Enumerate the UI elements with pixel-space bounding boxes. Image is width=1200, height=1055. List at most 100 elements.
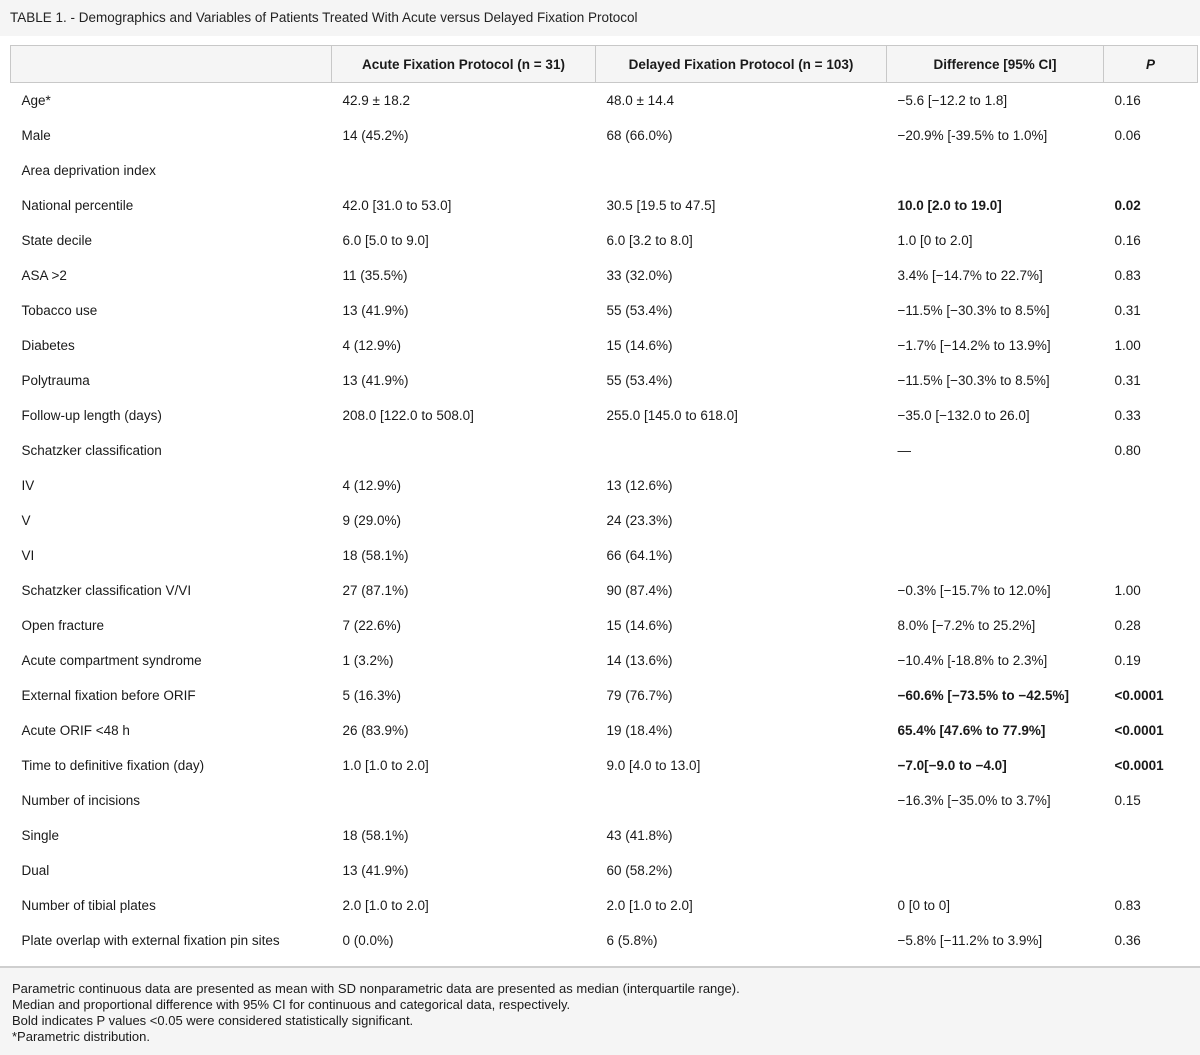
- table-row: Open fracture 7 (22.6%) 15 (14.6%) 8.0% [−7…: [11, 608, 1198, 643]
- cell-acute: 1.0 [1.0 to 2.0]: [342, 758, 429, 773]
- cell-delayed: 30.5 [19.5 to 47.5]: [606, 198, 716, 213]
- header-p-value: P: [1103, 45, 1198, 83]
- cell-p-value: [1104, 853, 1198, 888]
- cell-acute: 0 (0.0%): [342, 933, 394, 948]
- cell-p-value: 0.16: [1114, 93, 1141, 108]
- cell-difference: −10.4% [-18.8% to 2.3%]: [897, 653, 1048, 668]
- cell-delayed: 79 (76.7%): [606, 688, 673, 703]
- cell-p-value: 0.36: [1114, 933, 1141, 948]
- cell-delayed: 60 (58.2%): [606, 863, 673, 878]
- cell-p-value: 0.83: [1114, 268, 1141, 283]
- cell-difference: 3.4% [−14.7% to 22.7%]: [897, 268, 1043, 283]
- cell-delayed: 43 (41.8%): [606, 828, 673, 843]
- table-container: Acute Fixation Protocol (n = 31) Delayed…: [10, 45, 1198, 958]
- cell-variable: Diabetes: [21, 338, 75, 353]
- cell-p-value: [1104, 538, 1198, 573]
- cell-variable: Schatzker classification: [21, 443, 162, 458]
- header-variable: [10, 45, 332, 83]
- cell-p-value: 0.33: [1114, 408, 1141, 423]
- cell-p-value: 0.80: [1114, 443, 1141, 458]
- cell-difference: −11.5% [−30.3% to 8.5%]: [897, 373, 1050, 388]
- cell-difference: 1.0 [0 to 2.0]: [897, 233, 973, 248]
- cell-difference: −0.3% [−15.7% to 12.0%]: [897, 583, 1051, 598]
- header-difference: Difference [95% CI]: [886, 45, 1104, 83]
- table-row: State decile 6.0 [5.0 to 9.0] 6.0 [3.2 to …: [11, 223, 1198, 258]
- cell-acute: 42.0 [31.0 to 53.0]: [342, 198, 452, 213]
- cell-p-value: 0.02: [1114, 198, 1141, 213]
- cell-acute: 42.9 ± 18.2: [342, 93, 410, 108]
- cell-acute: 7 (22.6%): [342, 618, 402, 633]
- cell-acute: 27 (87.1%): [342, 583, 409, 598]
- table-footnotes: Parametric continuous data are presented…: [0, 966, 1200, 1055]
- cell-delayed: 66 (64.1%): [606, 548, 673, 563]
- cell-variable: Open fracture: [21, 618, 105, 633]
- cell-difference: 10.0 [2.0 to 19.0]: [897, 198, 1002, 213]
- cell-variable: National percentile: [21, 198, 134, 213]
- cell-variable: Acute compartment syndrome: [21, 653, 202, 668]
- cell-difference: −60.6% [−73.5% to −42.5%]: [897, 688, 1069, 703]
- cell-p-value: [1104, 153, 1198, 188]
- cell-p-value: 0.15: [1114, 793, 1141, 808]
- table-row: Number of incisions −16.3% [−35.0% to 3.7…: [11, 783, 1198, 818]
- cell-difference: −7.0[−9.0 to −4.0]: [897, 758, 1007, 773]
- cell-variable: Acute ORIF <48 h: [21, 723, 130, 738]
- cell-acute: 18 (58.1%): [342, 548, 409, 563]
- cell-delayed: 15 (14.6%): [606, 338, 673, 353]
- cell-difference: [887, 503, 1104, 538]
- table-caption: TABLE 1. - Demographics and Variables of…: [10, 10, 638, 25]
- cell-acute: 14 (45.2%): [342, 128, 409, 143]
- cell-delayed: 13 (12.6%): [606, 478, 673, 493]
- footnote-parametric: Parametric continuous data are presented…: [12, 981, 740, 996]
- table-row: ASA >2 11 (35.5%) 33 (32.0%) 3.4% [−14.7% t…: [11, 258, 1198, 293]
- cell-delayed: 24 (23.3%): [606, 513, 673, 528]
- cell-variable: V: [21, 513, 31, 528]
- cell-acute: 13 (41.9%): [342, 303, 409, 318]
- cell-difference: 65.4% [47.6% to 77.9%]: [897, 723, 1046, 738]
- cell-difference: −11.5% [−30.3% to 8.5%]: [897, 303, 1050, 318]
- cell-p-value: <0.0001: [1114, 758, 1164, 773]
- cell-p-value: 1.00: [1114, 338, 1141, 353]
- cell-variable: Plate overlap with external fixation pin…: [21, 933, 280, 948]
- cell-difference: 0 [0 to 0]: [897, 898, 951, 913]
- cell-delayed: [596, 783, 887, 818]
- cell-delayed: [596, 433, 887, 468]
- cell-variable: Time to definitive fixation (day): [21, 758, 205, 773]
- cell-difference: [887, 538, 1104, 573]
- table-row: Acute compartment syndrome 1 (3.2%) 14 (13…: [11, 643, 1198, 678]
- cell-delayed: 15 (14.6%): [606, 618, 673, 633]
- cell-variable: IV: [21, 478, 35, 493]
- cell-variable: Age*: [21, 93, 51, 108]
- table-row: Acute ORIF <48 h 26 (83.9%) 19 (18.4%) 65.4…: [11, 713, 1198, 748]
- header-row: Acute Fixation Protocol (n = 31) Delayed…: [10, 45, 1198, 83]
- table-row: IV 4 (12.9%) 13 (12.6%): [11, 468, 1198, 503]
- cell-acute: 1 (3.2%): [342, 653, 394, 668]
- cell-variable: Number of tibial plates: [21, 898, 156, 913]
- cell-p-value: 0.31: [1114, 303, 1141, 318]
- cell-acute: [332, 433, 596, 468]
- cell-p-value: 0.06: [1114, 128, 1141, 143]
- table-row: V 9 (29.0%) 24 (23.3%): [11, 503, 1198, 538]
- cell-delayed: 19 (18.4%): [606, 723, 673, 738]
- cell-p-value: [1104, 818, 1198, 853]
- table-row: Schatzker classification — 0.80: [11, 433, 1198, 468]
- cell-difference: [887, 153, 1104, 188]
- cell-p-value: 0.19: [1114, 653, 1141, 668]
- cell-acute: 13 (41.9%): [342, 863, 409, 878]
- cell-acute: 2.0 [1.0 to 2.0]: [342, 898, 429, 913]
- cell-difference: [887, 818, 1104, 853]
- cell-p-value: <0.0001: [1114, 688, 1164, 703]
- cell-variable: Area deprivation index: [21, 163, 156, 178]
- table-row: Tobacco use 13 (41.9%) 55 (53.4%) −11.5% [−…: [11, 293, 1198, 328]
- table-row: External fixation before ORIF 5 (16.3%) 79…: [11, 678, 1198, 713]
- cell-difference: −1.7% [−14.2% to 13.9%]: [897, 338, 1051, 353]
- table-row: Dual 13 (41.9%) 60 (58.2%): [11, 853, 1198, 888]
- cell-variable: Tobacco use: [21, 303, 98, 318]
- cell-variable: Polytrauma: [21, 373, 90, 388]
- cell-difference: [887, 468, 1104, 503]
- header-acute: Acute Fixation Protocol (n = 31): [331, 45, 596, 83]
- cell-delayed: 33 (32.0%): [606, 268, 673, 283]
- table-row: Plate overlap with external fixation pin…: [11, 923, 1198, 958]
- cell-acute: 4 (12.9%): [342, 478, 402, 493]
- cell-variable: Follow-up length (days): [21, 408, 162, 423]
- cell-difference: —: [897, 443, 912, 458]
